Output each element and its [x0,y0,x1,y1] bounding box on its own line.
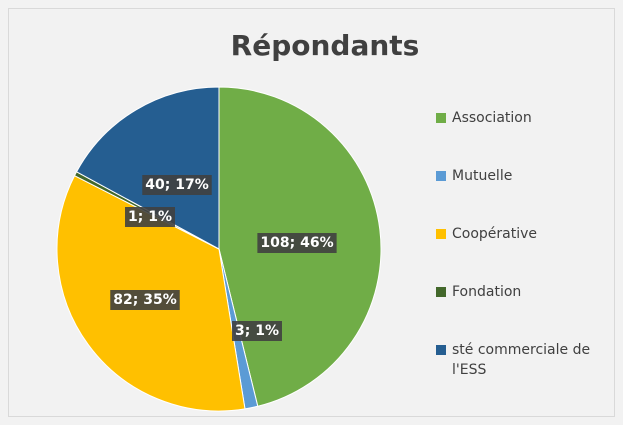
data-label: 3; 1% [235,323,279,339]
legend-item: sté commerciale de l'ESS [436,340,616,380]
legend-swatch [436,345,446,355]
data-label: 1; 1% [128,209,172,225]
data-label: 108; 46% [260,235,333,251]
legend-label: sté commerciale de l'ESS [452,342,591,378]
legend-swatch [436,229,446,239]
legend-item: Fondation [436,282,521,302]
data-label-bg [257,233,337,253]
data-label: 40; 17% [145,177,208,193]
legend-item: Association [436,108,532,128]
legend-item: Coopérative [436,224,537,244]
legend-item: Mutuelle [436,166,512,186]
legend-label: Association [452,110,532,126]
legend-swatch [436,171,446,181]
pie-slice [75,86,220,250]
legend-swatch [436,113,446,123]
data-label-bg [125,207,175,227]
data-label-bg [142,175,212,195]
legend-label: Fondation [452,284,522,300]
data-label-bg [110,290,180,310]
chart-title: Répondants [231,29,420,62]
data-label-bg [232,321,282,341]
legend-label: Coopérative [452,226,538,242]
data-label: 82; 35% [113,292,176,308]
legend-swatch [436,287,446,297]
legend-label: Mutuelle [452,168,513,184]
